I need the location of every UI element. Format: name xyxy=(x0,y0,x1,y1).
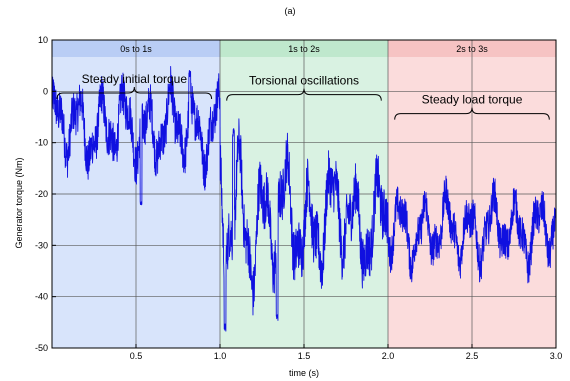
y-tick-label: -40 xyxy=(35,292,48,302)
annotation-3-brace xyxy=(394,107,550,120)
y-tick-label: -20 xyxy=(35,189,48,199)
x-tick-label: 2.0 xyxy=(382,351,395,361)
annotation-layer: Steady initial torque Torsional oscillati… xyxy=(56,72,550,120)
x-tick-label: 1.5 xyxy=(298,351,311,361)
annotation-3-label: Steady load torque xyxy=(422,93,523,107)
axes: 0.5 1.0 1.5 2.0 2.5 3.0 10 0 -10 -20 -30 -40 -50 xyxy=(35,35,562,361)
annotation-2-label: Torsional oscillations xyxy=(249,74,359,88)
x-tick-label: 2.5 xyxy=(466,351,479,361)
x-tick-label: 1.0 xyxy=(214,351,227,361)
x-tick-label: 3.0 xyxy=(550,351,563,361)
annotation-1-label: Steady initial torque xyxy=(82,72,188,86)
chart-title: (a) xyxy=(285,6,296,16)
y-tick-label: -30 xyxy=(35,240,48,250)
series-layer xyxy=(51,65,557,332)
y-tick-label: -10 xyxy=(35,138,48,148)
y-axis-label: Generator torque (Nm) xyxy=(14,157,24,248)
y-tick-label: 10 xyxy=(38,35,48,45)
x-tick-label: 0.5 xyxy=(130,351,143,361)
torque-series-line xyxy=(51,65,557,332)
y-tick-label: 0 xyxy=(43,86,48,96)
y-tick-label: -50 xyxy=(35,343,48,353)
x-axis-label: time (s) xyxy=(289,368,319,378)
